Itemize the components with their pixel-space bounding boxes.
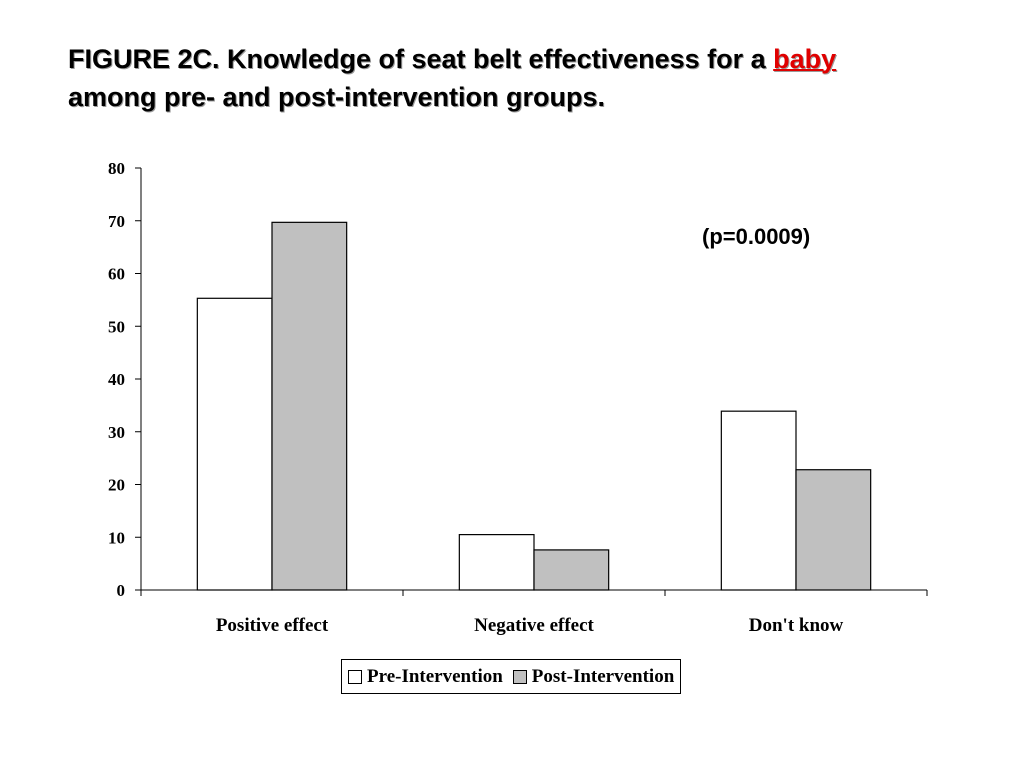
- chart-title-line2: among pre- and post-intervention groups.: [68, 82, 606, 112]
- y-tick-label: 0: [117, 581, 126, 600]
- bar-pre-negative-effect: [458, 534, 535, 591]
- bar-post-don-t-know: [795, 469, 872, 591]
- chart-title-highlight: baby: [773, 44, 837, 74]
- bar-post-positive-effect: [271, 221, 348, 591]
- y-tick-label: 30: [108, 423, 125, 442]
- y-axis: 0 10 20 30 40 50 60 70 80: [108, 159, 142, 600]
- category-labels: Positive effect Negative effect Don't know: [216, 615, 844, 636]
- y-tick-label: 80: [108, 159, 125, 178]
- legend-swatch-post: [512, 669, 527, 684]
- y-tick-label: 10: [108, 528, 125, 547]
- legend-label-pre: Pre-Intervention: [367, 665, 503, 687]
- y-tick-label: 60: [108, 265, 125, 284]
- legend-item-post: Post-Intervention: [512, 665, 675, 688]
- x-category-label: Negative effect: [474, 615, 594, 636]
- chart-title-prefix: FIGURE 2C. Knowledge of seat belt effect…: [68, 44, 774, 74]
- bar-post-negative-effect: [533, 549, 610, 591]
- legend-label-post: Post-Intervention: [531, 665, 675, 687]
- p-value-annotation: (p=0.0009): [702, 224, 811, 249]
- legend-item-pre: Pre-Intervention: [348, 666, 503, 688]
- y-tick-label: 50: [108, 317, 125, 336]
- bar-pre-positive-effect: [196, 297, 273, 591]
- bars: [196, 221, 872, 591]
- x-category-label: Positive effect: [216, 615, 329, 636]
- legend-swatch-pre: [348, 669, 362, 684]
- y-tick-label: 70: [108, 212, 125, 231]
- legend: Pre-Intervention Post-Intervention: [341, 659, 682, 694]
- x-axis: [140, 589, 928, 596]
- y-tick-label: 20: [108, 476, 125, 495]
- chart-title: FIGURE 2C. Knowledge of seat belt effect…: [68, 40, 988, 116]
- x-category-label: Don't know: [749, 615, 844, 636]
- bar-pre-don-t-know: [720, 410, 797, 591]
- y-tick-label: 40: [108, 370, 125, 389]
